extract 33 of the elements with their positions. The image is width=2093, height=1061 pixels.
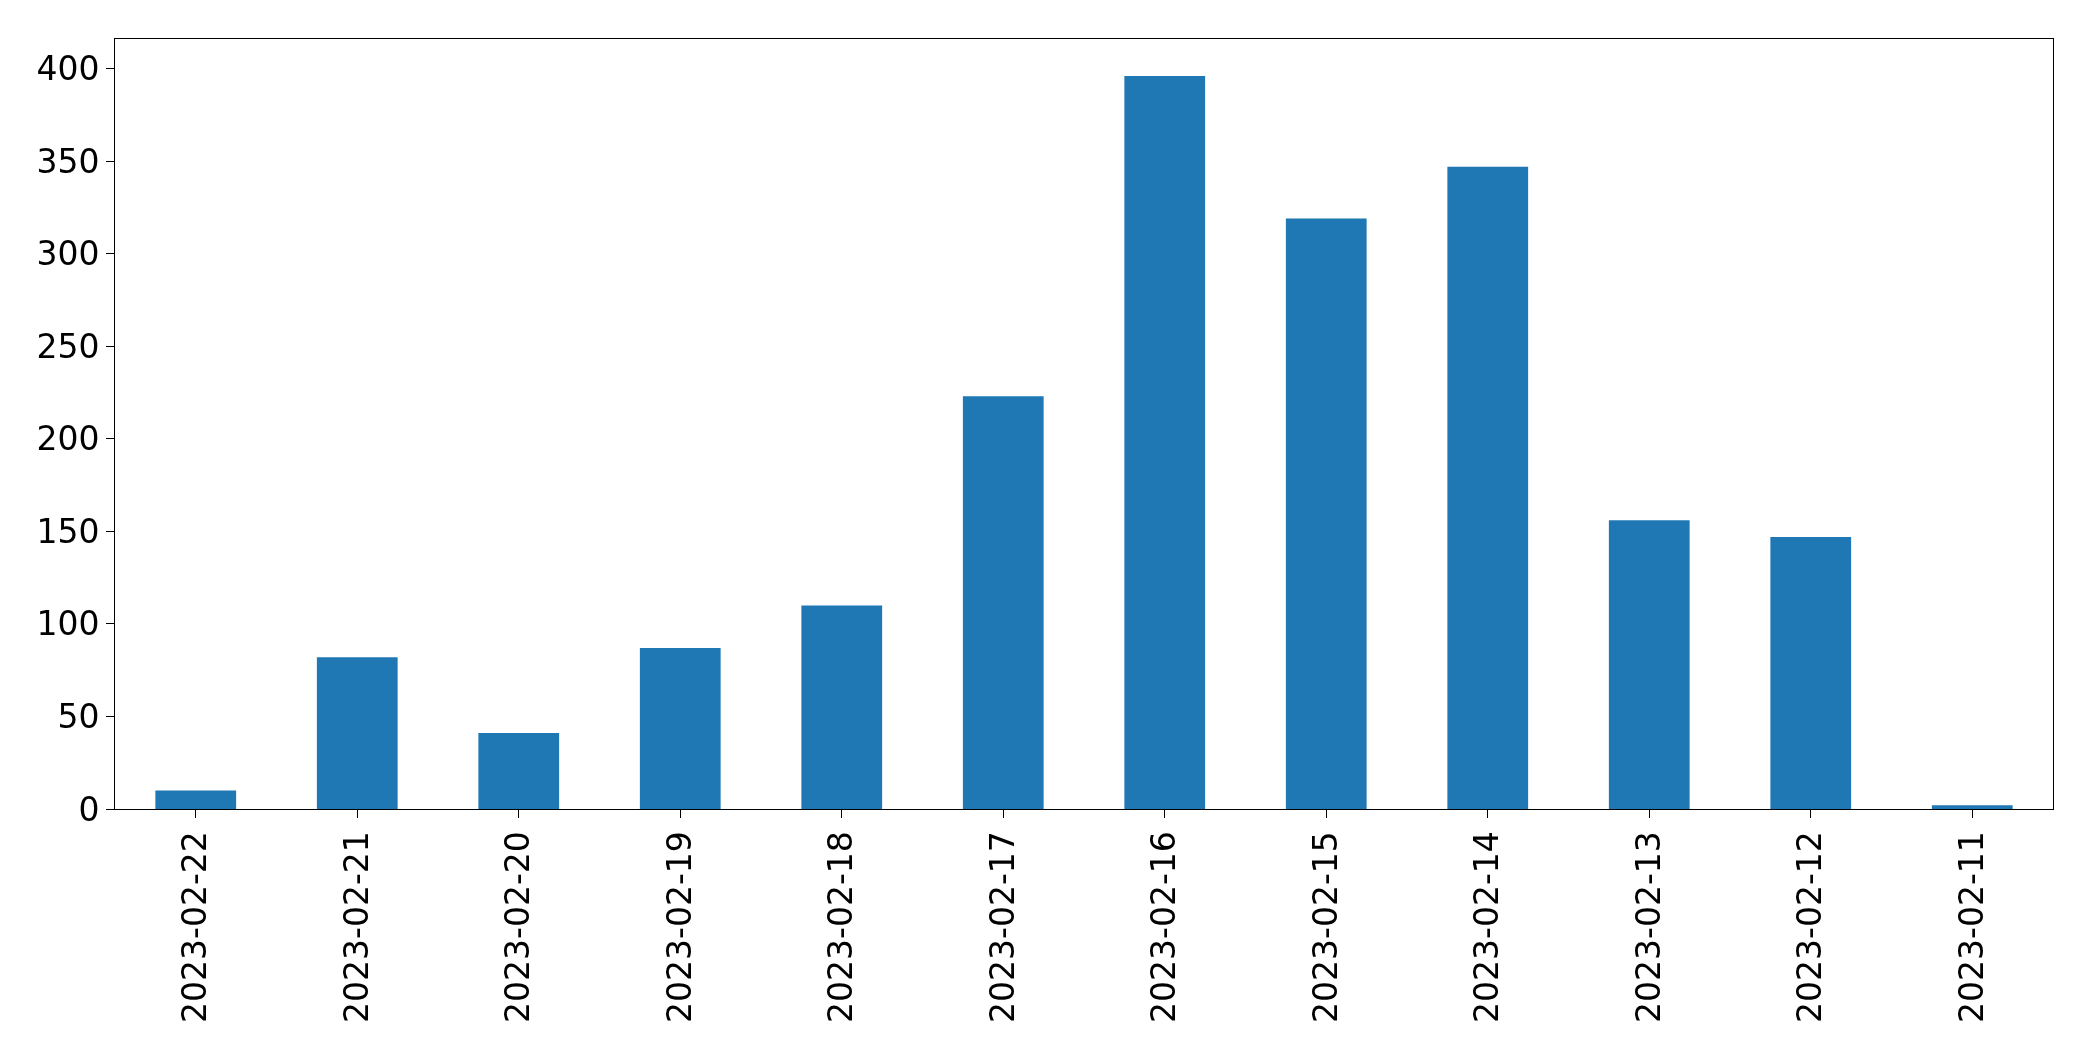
x-tick-label: 2023-02-22 — [175, 831, 215, 1023]
bar — [316, 657, 398, 809]
x-tick-label: 2023-02-20 — [498, 831, 538, 1023]
y-tick-label: 250 — [36, 326, 100, 366]
y-tick-label: 0 — [78, 789, 100, 829]
y-tick-label: 200 — [36, 419, 100, 459]
x-tick-label: 2023-02-21 — [336, 831, 376, 1023]
bar — [1447, 166, 1529, 809]
bar — [962, 396, 1044, 809]
bar — [478, 733, 560, 809]
y-tick-label: 150 — [36, 511, 100, 551]
x-tick-label: 2023-02-12 — [1790, 831, 1830, 1023]
x-tick-label: 2023-02-13 — [1628, 831, 1668, 1023]
x-tick-label: 2023-02-15 — [1305, 831, 1345, 1023]
bar — [1608, 520, 1690, 809]
y-tick-label: 300 — [36, 234, 100, 274]
bar — [1770, 536, 1852, 809]
x-tick-label: 2023-02-11 — [1951, 831, 1991, 1023]
bar — [1124, 76, 1206, 809]
y-tick-label: 50 — [57, 697, 100, 736]
x-tick-label: 2023-02-14 — [1467, 831, 1507, 1023]
y-tick-label: 100 — [36, 604, 100, 644]
bar — [1931, 805, 2013, 809]
bar — [639, 647, 721, 809]
y-tick-label: 400 — [36, 49, 100, 89]
bar — [155, 790, 237, 809]
x-tick-label: 2023-02-18 — [821, 831, 861, 1023]
y-tick-label: 350 — [36, 141, 100, 181]
x-tick-label: 2023-02-19 — [659, 831, 699, 1023]
x-tick-label: 2023-02-16 — [1144, 831, 1184, 1023]
bar — [1285, 218, 1367, 809]
bar — [801, 605, 883, 809]
x-tick-label: 2023-02-17 — [982, 831, 1022, 1023]
